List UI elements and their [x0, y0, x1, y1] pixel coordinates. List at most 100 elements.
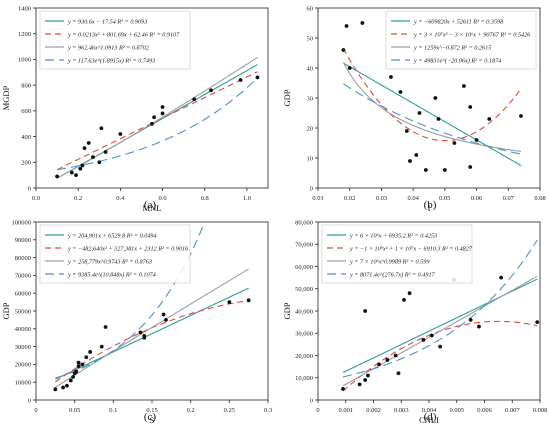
y-tick-label: 60000 [15, 291, 31, 298]
y-tick-label: 10,000 [295, 375, 313, 382]
x-tick-label: 0.003 [394, 407, 409, 414]
trend-line-3 [56, 57, 258, 179]
x-tick-label: 0.03 [376, 195, 387, 202]
data-point [160, 111, 165, 116]
data-point [80, 362, 85, 367]
data-point [377, 362, 381, 367]
data-point [393, 353, 398, 358]
chart-panel-1: 0.0 0.2 0.4 0.6 0.8 1.0 0 200 400 600 800 1000 1200 1… [1, 5, 269, 213]
trend-lines [55, 222, 249, 388]
y-tick-label: 0 [28, 185, 31, 192]
x-tick-label: 0.01 [312, 195, 323, 202]
data-point [442, 168, 447, 172]
y-tick-label: 60 [307, 5, 314, 12]
y-axis-label: GDP [282, 302, 292, 319]
legend-entry: y = 9385.4e^(10.848x) R² = 0.1074 [67, 271, 156, 278]
x-tick-label: 0.6 [158, 195, 167, 202]
legend-entry: y = −609820x + 52611 R² = 0.3598 [413, 18, 504, 25]
data-point [82, 146, 87, 151]
data-point [150, 121, 154, 126]
data-point [385, 358, 390, 362]
x-tick-label: 0.001 [338, 407, 353, 414]
y-tick-label: 200 [21, 160, 31, 167]
x-axis-label: S [150, 415, 155, 425]
data-point [429, 333, 434, 338]
data-point [408, 159, 412, 163]
data-point [55, 174, 59, 179]
x-tick-label: 0.4 [116, 195, 125, 202]
y-tick-label: 20 [307, 125, 314, 132]
chart-panel-3: 0 0.05 0.1 0.15 0.2 0.25 0.3 0 10000 20000 30000 40… [1, 219, 272, 425]
y-tick-label: 80000 [15, 255, 31, 262]
plot-frame [35, 7, 269, 189]
data-point [76, 364, 81, 369]
data-point [407, 291, 412, 296]
y-tick-label: 0 [310, 185, 313, 192]
x-tick-label: 0.04 [407, 195, 419, 202]
data-point [535, 320, 540, 325]
data-point [86, 141, 91, 145]
x-tick-label: 0.2 [187, 407, 195, 414]
data-point [499, 275, 504, 280]
x-tick-label: 0.0 [32, 195, 40, 202]
trend-line-3 [55, 268, 249, 388]
data-point [84, 355, 89, 360]
data-point [61, 385, 65, 390]
trend-line-3 [342, 275, 538, 387]
x-tick-label: 0.002 [366, 407, 381, 414]
y-tick-label: 10000 [15, 380, 31, 387]
data-point [519, 114, 523, 118]
data-point [97, 160, 102, 165]
y-tick-label: 50,000 [295, 286, 313, 293]
legend-entry: y = 962.46x^1.0913 R² = 0.8702 [67, 44, 149, 51]
data-point [71, 374, 76, 379]
data-point [402, 297, 406, 302]
x-tick-label: 0.25 [224, 407, 235, 414]
data-point [74, 369, 79, 374]
data-point [53, 387, 58, 392]
data-point [477, 324, 481, 329]
trend-line-1 [55, 287, 249, 380]
y-tick-label: 40,000 [295, 308, 313, 315]
y-axis-label: GDP [1, 302, 11, 319]
legend-entry: y = 6 × 10⁶x + 6935.2 R² = 0.4253 [349, 232, 437, 239]
data-point [192, 97, 197, 102]
y-tick-label: 20,000 [295, 353, 313, 360]
data-point [227, 300, 232, 304]
trend-lines [342, 48, 522, 167]
data-point [438, 344, 442, 349]
data-point [103, 150, 108, 154]
data-point [421, 338, 426, 342]
data-point [433, 96, 438, 100]
data-point [76, 360, 81, 365]
y-tick-label: 1400 [18, 5, 31, 12]
data-point [99, 344, 104, 349]
data-point [389, 75, 393, 79]
x-tick-label: 0.005 [449, 407, 464, 414]
data-point [417, 111, 422, 115]
y-tick-label: 0 [310, 397, 313, 404]
legend-entry: y = 0.0213x² + 801.69x + 62.46 R² = 0.91… [67, 31, 180, 38]
data-point [404, 129, 409, 133]
data-point [414, 153, 419, 157]
legend-entry: y = 204,901x + 6529.8 R² = 0.0494 [67, 232, 157, 239]
chart-panel-2: 0.01 0.02 0.03 0.04 0.05 0.06 0.07 0.08 0 10 20 30 4… [282, 5, 546, 213]
legend-entry: y = 117.63e^(1.8915x) R² = 0.7493 [67, 57, 155, 64]
data-point [74, 173, 78, 178]
x-tick-label: 0.004 [422, 407, 437, 414]
legend-entry: y = 7 × 10⁶x^0.9989 R² = 0.599 [349, 258, 429, 265]
x-tick-label: 0.15 [146, 407, 157, 414]
y-tick-label: 30,000 [295, 331, 313, 338]
y-tick-label: 50 [307, 35, 314, 42]
data-point [68, 378, 73, 383]
data-point [436, 117, 441, 121]
data-point [423, 168, 428, 172]
x-tick-label: 0.008 [533, 407, 548, 414]
data-point [88, 350, 93, 354]
data-point [468, 105, 473, 109]
trend-line-4 [56, 77, 258, 171]
data-point [209, 88, 213, 93]
data-point [152, 115, 157, 120]
panel-label: (b) [424, 199, 437, 211]
